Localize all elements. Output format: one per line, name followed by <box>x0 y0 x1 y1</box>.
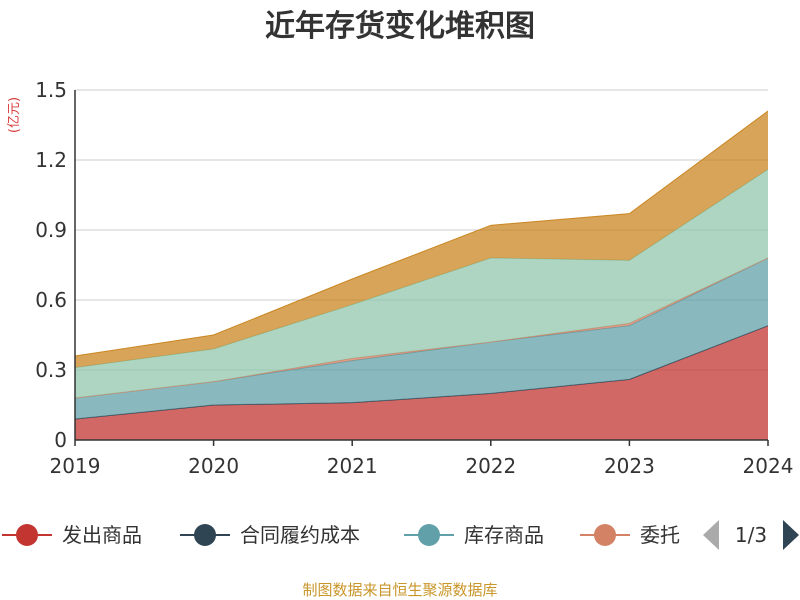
source-note: 制图数据来自恒生聚源数据库 <box>302 581 497 599</box>
triangle-left-icon[interactable] <box>703 520 719 550</box>
legend-label: 库存商品 <box>464 523 544 547</box>
area-series-1 <box>75 325 768 440</box>
legend: 发出商品 合同履约成本 库存商品 委托 1/3 <box>2 520 799 550</box>
legend-marker-icon <box>594 524 616 546</box>
legend-item[interactable]: 发出商品 <box>2 523 142 547</box>
x-tick-label: 2024 <box>743 454 794 478</box>
x-tick-label: 2023 <box>604 454 655 478</box>
area-series <box>74 110 769 440</box>
y-tick-label: 0.3 <box>35 358 67 382</box>
x-tick-label: 2021 <box>327 454 378 478</box>
legend-marker-icon <box>418 524 440 546</box>
legend-label: 发出商品 <box>62 523 142 547</box>
legend-item[interactable]: 库存商品 <box>404 523 544 547</box>
axes: 0 0.3 0.6 0.9 1.2 1.5 2019 2020 2021 2022 2023 2024 <box>35 78 793 478</box>
area-series-3 <box>75 258 768 419</box>
y-axis-unit-label: (亿元) <box>7 97 22 133</box>
x-tick-label: 2020 <box>188 454 239 478</box>
legend-item[interactable]: 委托 <box>580 523 680 547</box>
y-tick-label: 1.5 <box>35 78 67 102</box>
area-series-5 <box>75 169 768 398</box>
legend-marker-icon <box>194 524 216 546</box>
series-line-6 <box>74 110 769 357</box>
y-tick-label: 0.9 <box>35 218 67 242</box>
area-series-6 <box>75 111 768 368</box>
y-tick-label: 0.6 <box>35 288 67 312</box>
legend-label: 合同履约成本 <box>240 523 360 547</box>
x-tick-label: 2019 <box>50 454 101 478</box>
triangle-right-icon[interactable] <box>783 520 799 550</box>
x-tick-label: 2022 <box>465 454 516 478</box>
legend-marker-icon <box>16 524 38 546</box>
chart-title: 近年存货变化堆积图 <box>265 9 535 44</box>
legend-page-indicator: 1/3 <box>735 523 767 547</box>
legend-item[interactable]: 合同履约成本 <box>180 523 360 547</box>
y-tick-label: 1.2 <box>35 148 67 172</box>
y-tick-label: 0 <box>54 428 67 452</box>
legend-label: 委托 <box>640 523 680 547</box>
